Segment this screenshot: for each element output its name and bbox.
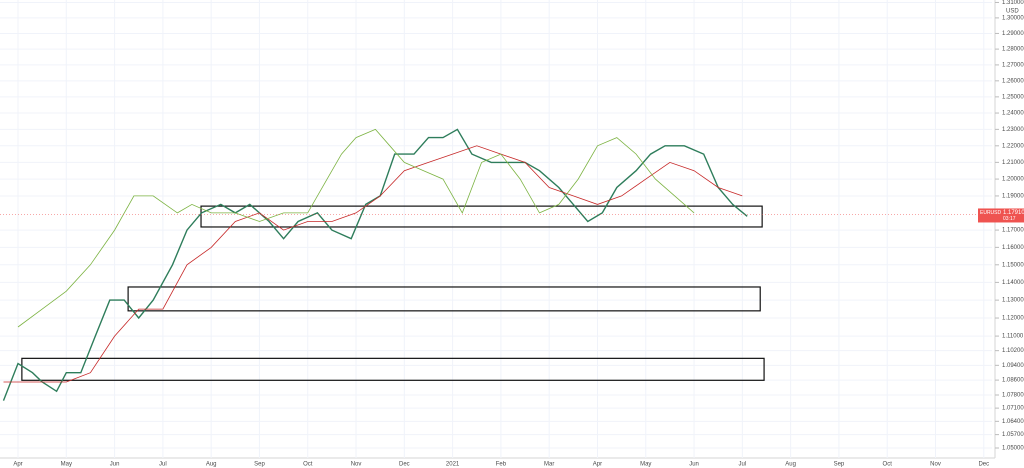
series-line: [3, 145, 743, 383]
axis-unit: USD: [1006, 9, 1019, 15]
x-tick-label: Aug: [206, 462, 217, 468]
y-tick-label: 1.27000: [1002, 62, 1024, 68]
x-tick-label: Sep: [834, 462, 845, 468]
y-tick-label: 1.07100: [1002, 406, 1024, 412]
y-tick-label: 1.25000: [1002, 94, 1024, 100]
x-tick-label: Dec: [399, 462, 410, 468]
x-tick-label: Nov: [351, 462, 362, 468]
x-tick-label: Oct: [883, 462, 893, 468]
x-tick-label: Jun: [110, 462, 120, 468]
x-tick-label: Apr: [593, 462, 602, 468]
x-tick-label: Jul: [739, 462, 747, 468]
y-tick-label: 1.12000: [1002, 316, 1024, 322]
y-tick-label: 1.15000: [1002, 262, 1024, 268]
y-tick-label: 1.06400: [1002, 419, 1024, 425]
zone-box: [21, 357, 765, 381]
x-tick-label: May: [640, 462, 651, 468]
x-tick-label: Mar: [544, 462, 554, 468]
y-tick-label: 1.11000: [1002, 334, 1024, 340]
y-tick-label: 1.28000: [1002, 47, 1024, 53]
y-tick-label: 1.09400: [1002, 363, 1024, 369]
last-price-label: 1.17910: [1003, 210, 1024, 216]
y-tick-label: 1.08600: [1002, 378, 1024, 384]
y-tick-label: 1.23000: [1002, 127, 1024, 133]
x-tick-label: Aug: [785, 462, 796, 468]
y-tick-label: 1.16000: [1002, 245, 1024, 251]
x-tick-label: Dec: [978, 462, 989, 468]
x-tick-label: Jun: [689, 462, 699, 468]
symbol-label: EURUSD: [980, 210, 1002, 216]
y-tick-label: 1.31000: [1002, 0, 1024, 6]
y-tick-label: 1.30000: [1002, 15, 1024, 21]
countdown-label: 03:17: [1003, 216, 1016, 222]
x-tick-label: Oct: [303, 462, 313, 468]
y-tick-label: 1.21000: [1002, 160, 1024, 166]
y-tick-label: 1.26000: [1002, 78, 1024, 84]
x-tick-label: Jul: [159, 462, 167, 468]
y-tick-label: 1.05700: [1002, 432, 1024, 438]
y-tick-label: 1.10200: [1002, 348, 1024, 354]
y-tick-label: 1.05000: [1002, 446, 1024, 452]
x-tick-label: Nov: [930, 462, 941, 468]
x-tick-label: 2021: [446, 462, 460, 468]
y-tick-label: 1.29000: [1002, 31, 1024, 37]
y-tick-label: 1.17000: [1002, 228, 1024, 234]
y-tick-label: 1.24000: [1002, 111, 1024, 117]
x-tick-label: Apr: [13, 462, 22, 468]
y-tick-label: 1.07800: [1002, 393, 1024, 399]
x-tick-label: Sep: [254, 462, 265, 468]
series-line: [2, 128, 748, 401]
x-tick-label: May: [61, 462, 72, 468]
x-tick-label: Feb: [496, 462, 507, 468]
y-tick-label: 1.20000: [1002, 177, 1024, 183]
y-tick-label: 1.14000: [1002, 280, 1024, 286]
zone-box: [127, 286, 761, 312]
y-tick-label: 1.22000: [1002, 143, 1024, 149]
zone-box: [200, 205, 763, 228]
y-tick-label: 1.13000: [1002, 298, 1024, 304]
last-price-tag: [978, 208, 1024, 223]
series-line: [17, 128, 695, 328]
y-tick-label: 1.19000: [1002, 194, 1024, 200]
